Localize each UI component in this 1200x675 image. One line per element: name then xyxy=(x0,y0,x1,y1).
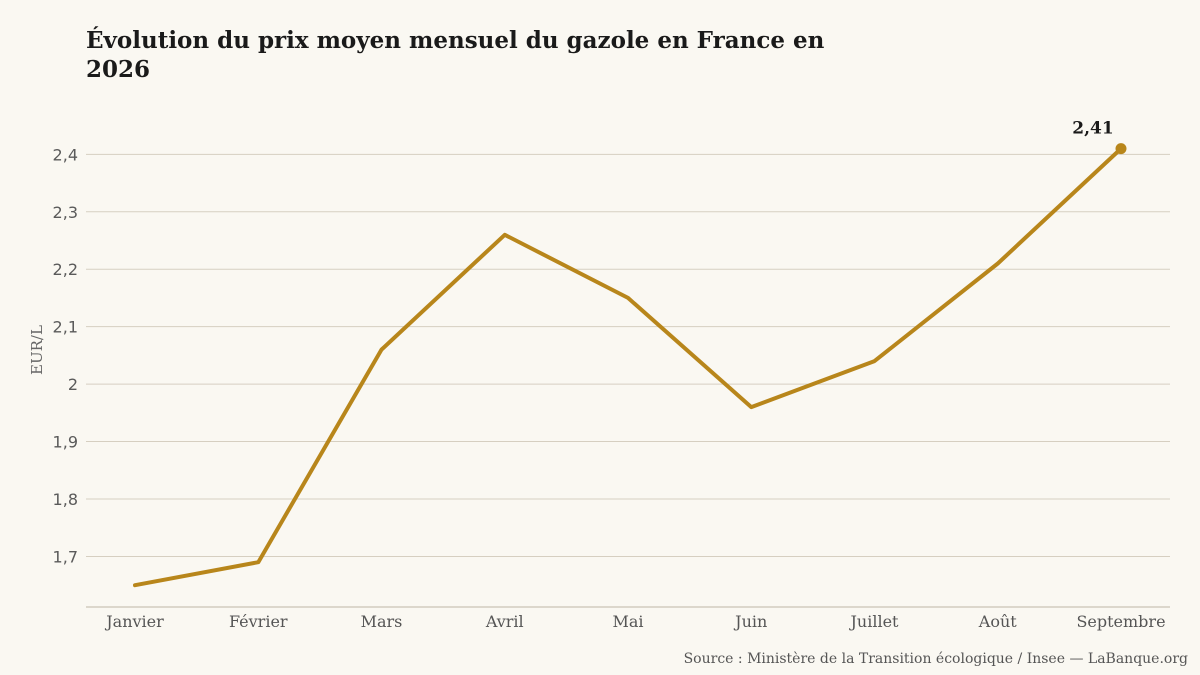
x-tick-label: Avril xyxy=(485,612,524,631)
end-point-marker xyxy=(1115,143,1127,155)
x-tick-label: Septembre xyxy=(1076,612,1165,631)
x-tick-label: Juillet xyxy=(849,612,900,631)
end-value-label: 2,41 xyxy=(1072,119,1113,139)
y-axis-label: EUR/L xyxy=(28,325,46,375)
source-note: Source : Ministère de la Transition écol… xyxy=(683,651,1188,667)
x-tick-label: Février xyxy=(229,612,288,631)
y-tick-label: 1,7 xyxy=(53,547,78,566)
y-tick-label: 1,8 xyxy=(53,490,78,509)
gridlines xyxy=(86,153,1170,557)
y-tick-labels: 1,7 1,8 1,9 2 2,1 2,2 2,3 2,4 xyxy=(53,145,78,566)
y-tick-label: 2 xyxy=(68,375,78,394)
chart-title: Évolution du prix moyen mensuel du gazol… xyxy=(86,27,825,83)
y-tick-label: 2,3 xyxy=(53,203,78,222)
x-tick-label: Août xyxy=(978,612,1017,631)
x-tick-label: Mai xyxy=(612,612,643,631)
y-tick-label: 1,9 xyxy=(53,433,78,452)
y-tick-label: 2,2 xyxy=(53,260,78,279)
x-tick-label: Janvier xyxy=(104,612,164,631)
x-tick-label: Mars xyxy=(361,612,403,631)
x-tick-labels: Janvier Février Mars Avril Mai Juin Juillet Aoû… xyxy=(104,612,1165,631)
y-tick-label: 2,4 xyxy=(53,145,78,164)
y-tick-label: 2,1 xyxy=(53,318,78,337)
x-tick-label: Juin xyxy=(733,612,767,631)
series-line xyxy=(133,146,1123,588)
